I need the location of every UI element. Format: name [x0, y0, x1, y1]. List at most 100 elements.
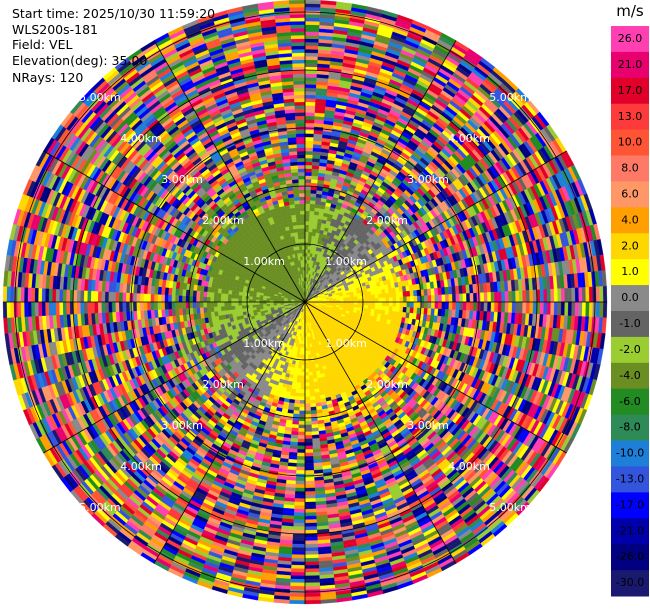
range-gate-cell — [309, 217, 314, 222]
range-gate-cell — [304, 87, 317, 92]
range-gate-cell — [602, 286, 608, 303]
range-gate-cell — [304, 185, 312, 190]
range-gate-cell — [304, 157, 313, 162]
range-gate-cell — [518, 290, 523, 303]
range-gate-cell — [469, 301, 474, 311]
range-gate-cell — [434, 294, 439, 303]
range-gate-cell — [310, 189, 317, 194]
range-gate-cell — [511, 301, 516, 314]
range-gate-cell — [392, 297, 397, 303]
range-gate-cell — [388, 306, 393, 312]
range-gate-cell — [455, 293, 460, 303]
range-gate-cell — [304, 94, 316, 99]
range-gate-cell — [310, 193, 317, 198]
range-gate-cell — [413, 307, 418, 314]
range-gate-cell — [304, 200, 311, 204]
range-gate-cell — [385, 301, 390, 307]
range-gate-cell — [396, 296, 400, 303]
range-gate-cell — [480, 301, 485, 312]
range-gate-cell — [308, 221, 314, 226]
range-gate-cell — [599, 301, 604, 318]
range-gate-cell — [346, 297, 351, 300]
range-gate-cell — [410, 296, 415, 303]
range-gate-cell — [392, 292, 397, 298]
range-gate-cell — [487, 301, 492, 312]
range-gate-cell — [374, 305, 379, 310]
range-gate-cell — [417, 295, 422, 303]
range-gate-cell — [304, 217, 310, 222]
range-gate-cell — [388, 292, 393, 298]
range-gate-cell — [311, 179, 319, 184]
range-gate-cell — [550, 301, 555, 316]
range-gate-cell — [546, 288, 551, 303]
range-gate-cell — [402, 291, 407, 298]
range-gate-cell — [310, 353, 314, 359]
range-gate-cell — [381, 301, 386, 307]
range-gate-cell — [441, 294, 446, 303]
range-gate-cell — [374, 294, 379, 299]
range-gate-cell — [304, 34, 320, 40]
range-gate-cell — [353, 293, 358, 298]
range-gate-cell — [371, 305, 376, 310]
range-gate-cell — [508, 291, 513, 303]
range-gate-cell — [399, 296, 404, 303]
range-gate-cell — [367, 305, 372, 310]
range-gate-cell — [374, 309, 379, 314]
range-gate-cell — [378, 293, 383, 299]
range-gate-cell — [413, 301, 418, 309]
range-gate-cell — [417, 301, 422, 309]
range-gate-cell — [343, 297, 348, 301]
range-gate-cell — [304, 98, 316, 103]
range-gate-cell — [304, 129, 315, 134]
range-gate-cell — [445, 301, 450, 310]
range-gate-cell — [304, 38, 319, 43]
range-gate-cell — [304, 13, 321, 19]
range-gate-cell — [515, 301, 520, 314]
range-gate-cell — [374, 301, 379, 307]
range-gate-cell — [430, 288, 435, 296]
range-gate-cell — [377, 309, 382, 315]
range-gate-cell — [490, 291, 495, 303]
range-gate-cell — [304, 115, 315, 120]
range-gate-cell — [466, 293, 471, 303]
range-gate-cell — [311, 175, 319, 180]
range-gate-cell — [364, 298, 369, 303]
range-gate-cell — [389, 297, 393, 303]
range-gate-cell — [374, 290, 379, 295]
range-gate-cell — [304, 192, 311, 197]
range-gate-cell — [395, 306, 400, 313]
range-gate-cell — [304, 122, 315, 127]
range-gate-cell — [378, 305, 383, 311]
range-gate-cell — [311, 172, 319, 177]
range-gate-cell — [304, 17, 321, 22]
range-gate-cell — [410, 301, 415, 308]
range-gate-cell — [564, 301, 569, 316]
range-gate-cell — [304, 41, 319, 47]
range-gate-cell — [304, 112, 316, 117]
range-gate-cell — [473, 292, 478, 303]
range-gate-cell — [304, 119, 315, 124]
range-gate-cell — [371, 298, 376, 303]
range-gate-cell — [309, 200, 316, 205]
range-gate-cell — [490, 301, 495, 313]
range-gate-cell — [304, 249, 308, 254]
range-gate-cell — [304, 6, 321, 12]
range-gate-cell — [581, 301, 587, 317]
range-gate-cell — [304, 101, 316, 106]
range-gate-cell — [310, 196, 317, 201]
range-gate-cell — [448, 294, 453, 303]
range-gate-cell — [350, 296, 355, 300]
range-gate-cell — [483, 301, 488, 312]
range-gate-cell — [304, 27, 320, 33]
range-gate-cell — [312, 371, 317, 376]
range-gate-cell — [304, 214, 310, 218]
range-gate-cell — [427, 301, 432, 309]
range-gate-cell — [367, 301, 372, 306]
range-gate-cell — [427, 295, 432, 303]
range-gate-cell — [553, 288, 558, 303]
range-gate-cell — [578, 287, 583, 303]
range-gate-cell — [560, 288, 566, 303]
range-gate-cell — [518, 301, 523, 314]
range-gate-cell — [396, 301, 400, 308]
